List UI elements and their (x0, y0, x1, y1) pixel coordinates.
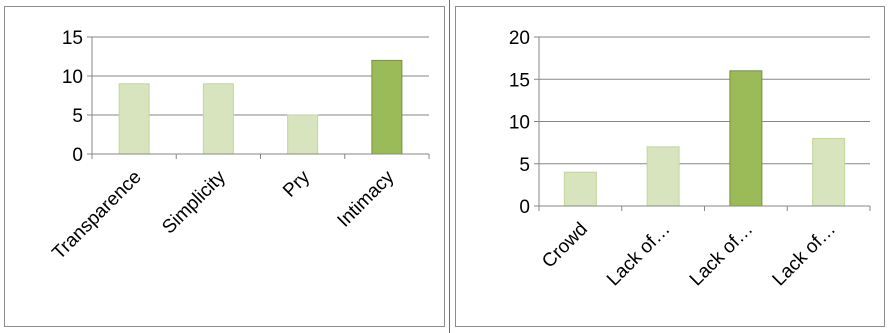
left-x-category-label: Simplicity (158, 166, 230, 238)
right-x-category-label: Lack of… (686, 219, 758, 291)
left-x-category-label: Pry (279, 166, 314, 201)
right-y-tick-label: 5 (519, 155, 530, 176)
left-y-tick-label: 5 (72, 106, 83, 127)
right-bar-4 (812, 137, 846, 207)
right-y-tick-label: 20 (509, 28, 530, 49)
bar-chart-left: 0 5 10 15 Transparence Simplicity Pry Intimacy (48, 28, 430, 264)
left-y-tick-label: 0 (72, 145, 83, 166)
left-bar-4 (371, 59, 403, 155)
left-y-tick-label: 10 (62, 67, 83, 88)
left-bar-1 (118, 83, 150, 155)
left-y-tick-label: 15 (62, 28, 83, 49)
left-bar-2 (202, 83, 234, 155)
panel-divider (449, 0, 450, 333)
chart-panel-right: 0 5 10 15 20 Crowd Lack of… Lack of… Lack of… (455, 6, 885, 327)
left-x-category-label: Transparence (48, 167, 145, 264)
right-y-tick-label: 15 (509, 70, 530, 91)
right-x-category-label: Crowd (538, 219, 592, 273)
right-y-tick-label: 0 (519, 197, 530, 218)
left-bar-3 (287, 114, 319, 155)
right-bar-2 (646, 146, 680, 207)
right-y-tick-label: 10 (509, 113, 530, 134)
right-x-category-label: Lack of… (603, 219, 675, 291)
right-bar-1 (563, 171, 597, 207)
left-x-category-label: Intimacy (334, 166, 399, 231)
right-bar-3 (729, 70, 763, 207)
chart-panel-left: 0 5 10 15 Transparence Simplicity Pry Intimacy (4, 6, 445, 327)
right-x-category-label: Lack of… (769, 219, 841, 291)
